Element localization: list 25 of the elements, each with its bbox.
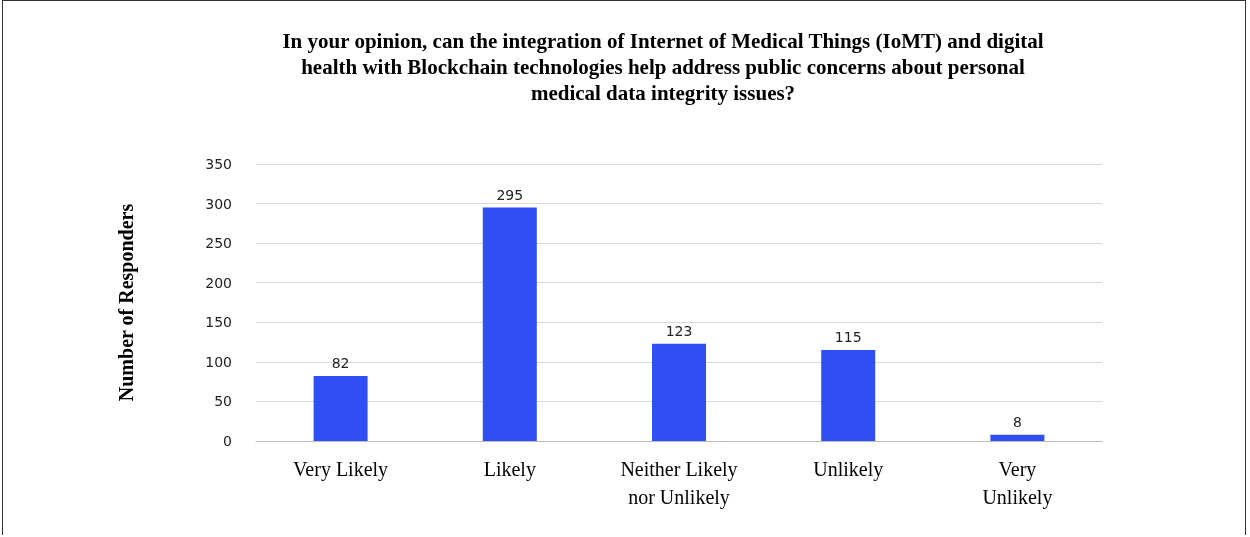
- data-label: 295: [496, 186, 524, 203]
- x-tick-label: Very Likely: [293, 458, 389, 481]
- x-tick-label: Likely: [483, 458, 536, 481]
- x-tick-label: Unlikely: [813, 458, 884, 481]
- y-tick-label: 200: [205, 274, 232, 291]
- bar: [482, 207, 537, 441]
- bar: [313, 376, 368, 441]
- y-tick-label: 250: [205, 235, 232, 252]
- y-tick-label: 350: [205, 156, 232, 172]
- bar: [990, 434, 1045, 441]
- data-label: 123: [665, 322, 693, 339]
- y-axis-title: Number of Responders: [115, 203, 138, 402]
- data-label: 115: [834, 328, 862, 345]
- y-tick-label: 0: [223, 433, 232, 449]
- y-tick-label: 150: [205, 314, 232, 331]
- y-tick-label: 50: [214, 393, 232, 410]
- x-tick-label: Neither Likely nor Unlikely: [620, 458, 738, 509]
- bar: [821, 349, 876, 441]
- data-label: 8: [1012, 413, 1022, 430]
- bar: [652, 343, 706, 441]
- chart-title: In your opinion, can the integration of Internet of Medical Things (IoMT) and digital health with Blockchain technologies help address public concerns about personal medical data integrity issues?: [282, 29, 1044, 105]
- y-tick-label: 300: [205, 195, 232, 212]
- data-label: 82: [331, 355, 350, 372]
- y-tick-label: 100: [205, 353, 232, 370]
- x-tick-label: Very Unlikely: [982, 458, 1053, 509]
